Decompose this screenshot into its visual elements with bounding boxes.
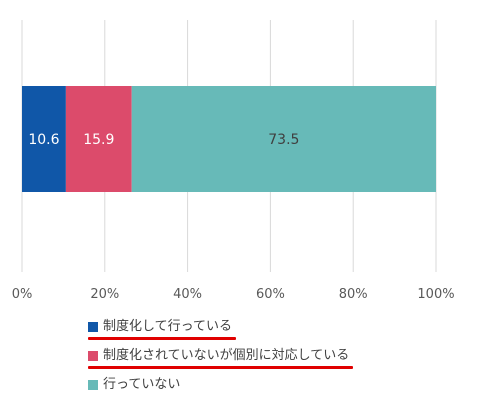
legend-swatch-kobetsu-taiou xyxy=(88,351,98,361)
bar-segment-1 xyxy=(65,86,132,192)
data-label-2: 73.5 xyxy=(268,132,299,148)
bar-segment-2 xyxy=(131,86,436,192)
data-label-0: 10.6 xyxy=(28,132,59,148)
x-tick-label: 60% xyxy=(256,287,285,302)
x-tick-label: 100% xyxy=(417,287,454,302)
legend-swatch-seidoka-shite xyxy=(88,322,98,332)
legend-item-kobetsu-taiou: 制度化されていないが個別に対応している xyxy=(88,345,468,369)
legend: 制度化して行っている 制度化されていないが個別に対応している 行っていない xyxy=(88,316,468,403)
legend-item-seidoka-shite: 制度化して行っている xyxy=(88,316,468,340)
legend-underline-1 xyxy=(88,366,353,369)
data-label-1: 15.9 xyxy=(83,132,114,148)
x-tick-label: 40% xyxy=(173,287,202,302)
x-tick-label: 0% xyxy=(12,287,33,302)
legend-label-okonatte-inai: 行っていない xyxy=(103,377,181,392)
x-tick-label: 80% xyxy=(339,287,368,302)
x-tick-label: 20% xyxy=(90,287,119,302)
legend-label-seidoka-shite: 制度化して行っている xyxy=(103,319,232,334)
legend-underline-0 xyxy=(88,337,236,340)
bar-group: 10.6 15.9 73.5 xyxy=(22,86,436,192)
legend-label-kobetsu-taiou: 制度化されていないが個別に対応している xyxy=(103,348,350,363)
legend-item-okonatte-inai: 行っていない xyxy=(88,374,468,396)
bar-segment-0 xyxy=(22,86,66,192)
legend-swatch-okonatte-inai xyxy=(88,380,98,390)
x-axis-ticks: 0% 20% 40% 60% 80% 100% xyxy=(12,287,455,302)
